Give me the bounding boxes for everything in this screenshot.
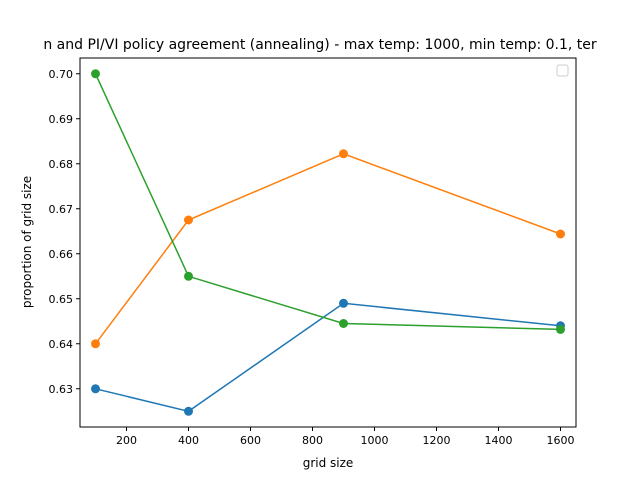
series-1-line <box>95 302 561 413</box>
series-1-point <box>91 384 100 394</box>
y-tick-label: 0.66 <box>49 248 74 261</box>
x-tick-label: 1600 <box>547 434 575 447</box>
x-axis-label: grid size <box>303 456 354 470</box>
series-1-point <box>339 298 348 308</box>
y-tick-label: 0.64 <box>49 338 74 351</box>
series-3-point <box>556 324 565 334</box>
legend-box <box>556 64 569 77</box>
y-tick-label: 0.68 <box>49 158 74 171</box>
plot-frame <box>79 57 577 428</box>
series-2-line <box>94 152 561 345</box>
x-tick-label: 1200 <box>423 434 451 447</box>
y-tick-label: 0.63 <box>49 383 74 396</box>
series-2-point <box>556 229 565 239</box>
series-3-point <box>91 69 100 79</box>
y-tick-label: 0.65 <box>49 293 74 306</box>
x-tick-label: 800 <box>302 434 323 447</box>
series-2-point <box>184 215 193 225</box>
x-tick-label: 200 <box>116 434 137 447</box>
series-3-point <box>339 319 348 328</box>
y-tick-label: 0.69 <box>49 113 74 126</box>
x-tick-label: 600 <box>240 434 261 447</box>
y-tick-label: 0.67 <box>49 203 74 216</box>
series-layer <box>91 69 565 416</box>
series-3-line <box>94 73 561 331</box>
x-tick-label: 1400 <box>485 434 513 447</box>
y-tick-label: 0.70 <box>49 68 74 81</box>
series-2-point <box>339 149 348 159</box>
y-axis-label: proportion of grid size <box>20 176 34 308</box>
series-1-point <box>184 406 193 416</box>
x-tick-label: 400 <box>178 434 199 447</box>
series-3-point <box>184 271 193 281</box>
chart-title: n and PI/VI policy agreement (annealing)… <box>43 37 597 53</box>
axes-layer: 200 400 600 800 1000 1200 1400 1600 0.63 0.64 0.65… <box>49 57 577 447</box>
x-tick-label: 1000 <box>361 434 389 447</box>
series-2-point <box>91 339 100 349</box>
